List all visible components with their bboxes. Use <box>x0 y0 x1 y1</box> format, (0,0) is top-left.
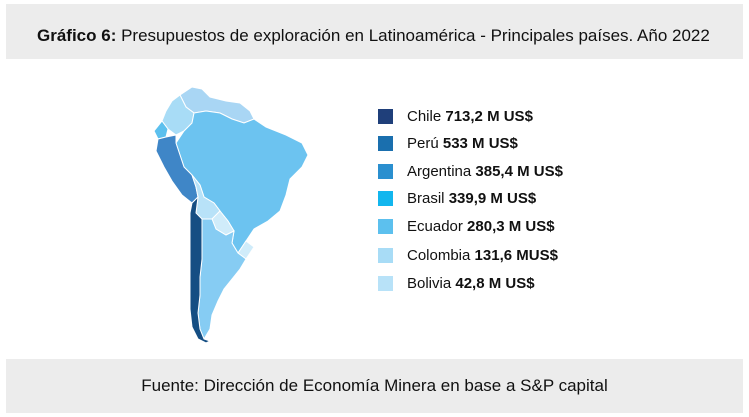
legend-swatch <box>378 219 393 234</box>
legend-country: Argentina <box>407 163 472 180</box>
chart-title-text: Presupuestos de exploración en Latinoamé… <box>121 26 710 45</box>
map-country-chile <box>189 195 212 343</box>
legend-value: 713,2 M US$ <box>445 108 533 125</box>
south-america-map <box>153 86 309 343</box>
legend-swatch <box>378 164 393 179</box>
legend-country: Chile <box>407 108 442 125</box>
chart-header: Gráfico 6: Presupuestos de exploración e… <box>6 4 743 59</box>
legend-value: 280,3 M US$ <box>467 218 555 235</box>
chart-title: Gráfico 6: Presupuestos de exploración e… <box>37 26 710 46</box>
legend-swatch <box>378 276 393 291</box>
legend-value: 533 M US$ <box>442 135 518 152</box>
legend-value: 339,9 M US$ <box>448 190 537 207</box>
legend-country: Perú <box>407 135 439 152</box>
legend-country: Bolivia <box>407 275 452 292</box>
legend-swatch <box>378 191 393 206</box>
legend-country: Brasil <box>407 190 445 207</box>
legend-country: Ecuador <box>407 218 463 235</box>
legend-swatch <box>378 136 393 151</box>
legend-value: 131,6 MUS$ <box>474 247 558 264</box>
map-panel: Chile 713,2 M US$ Perú 533 M US$ Argenti… <box>6 59 743 359</box>
legend-swatch <box>378 248 393 263</box>
legend-value: 42,8 M US$ <box>455 275 535 292</box>
chart-title-prefix: Gráfico 6: <box>37 26 117 45</box>
legend-swatch <box>378 109 393 124</box>
chart-footer: Fuente: Dirección de Economía Minera en … <box>6 359 743 413</box>
legend-value: 385,4 M US$ <box>475 163 563 180</box>
source-note: Fuente: Dirección de Economía Minera en … <box>141 376 608 395</box>
legend-country: Colombia <box>407 247 471 264</box>
